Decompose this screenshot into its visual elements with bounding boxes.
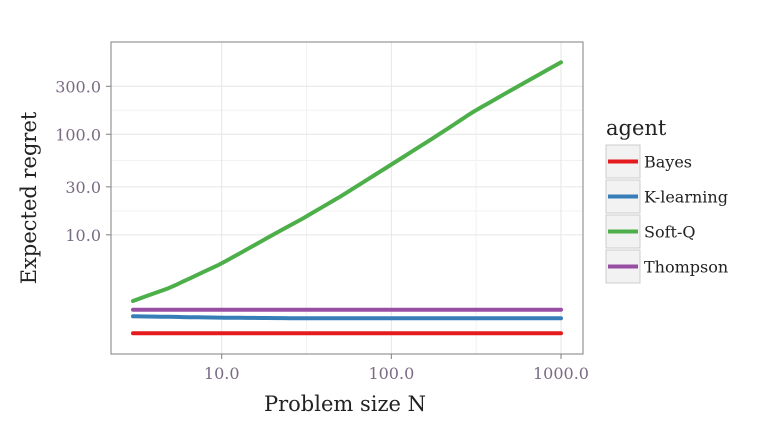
y-tick-label: 30.0	[65, 178, 101, 197]
x-tick-label: 10.0	[204, 364, 240, 383]
legend-label: K-learning	[644, 188, 728, 207]
series-line-soft-q	[131, 60, 563, 303]
y-axis-title: Expected regret	[17, 111, 41, 284]
legend: Bayes K-learning Soft-Q Thompson	[605, 144, 728, 284]
legend-title: agent	[606, 116, 667, 140]
series-lines	[131, 60, 563, 336]
y-tick-label: 300.0	[55, 77, 101, 96]
series-line-k-learning	[131, 314, 563, 321]
minor-gridlines	[111, 42, 583, 354]
y-tick-label: 100.0	[55, 125, 101, 144]
x-axis-ticks: 10.0 100.0 1000.0	[204, 354, 589, 383]
legend-label: Thompson	[644, 258, 728, 277]
x-tick-label: 1000.0	[533, 364, 589, 383]
plot-panel-border	[110, 41, 584, 355]
y-axis-ticks: 10.0 30.0 100.0 300.0	[55, 77, 111, 245]
legend-label: Bayes	[644, 153, 692, 172]
major-gridlines	[111, 42, 583, 354]
legend-label: Soft-Q	[644, 223, 695, 242]
x-axis-title: Problem size N	[264, 392, 426, 416]
x-tick-label: 100.0	[368, 364, 414, 383]
y-tick-label: 10.0	[65, 226, 101, 245]
